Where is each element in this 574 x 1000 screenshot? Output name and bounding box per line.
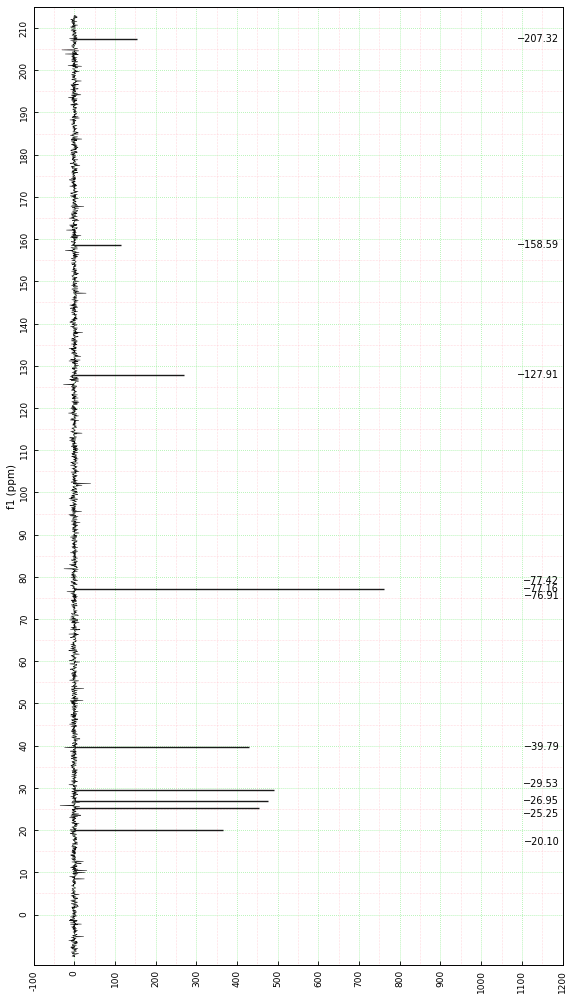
Text: −20.10: −20.10 [523, 837, 559, 847]
Text: −29.53: −29.53 [523, 779, 559, 789]
Text: −127.91: −127.91 [517, 370, 559, 380]
Text: −158.59: −158.59 [517, 240, 559, 250]
Text: −39.79: −39.79 [523, 742, 559, 752]
Text: −207.32: −207.32 [517, 34, 559, 44]
Text: −25.25: −25.25 [523, 809, 559, 819]
Y-axis label: f1 (ppm): f1 (ppm) [7, 464, 17, 509]
Text: −76.91: −76.91 [523, 591, 559, 601]
Text: −77.42: −77.42 [523, 576, 559, 586]
Text: −26.95: −26.95 [523, 796, 559, 806]
Text: −77.16: −77.16 [523, 584, 559, 594]
